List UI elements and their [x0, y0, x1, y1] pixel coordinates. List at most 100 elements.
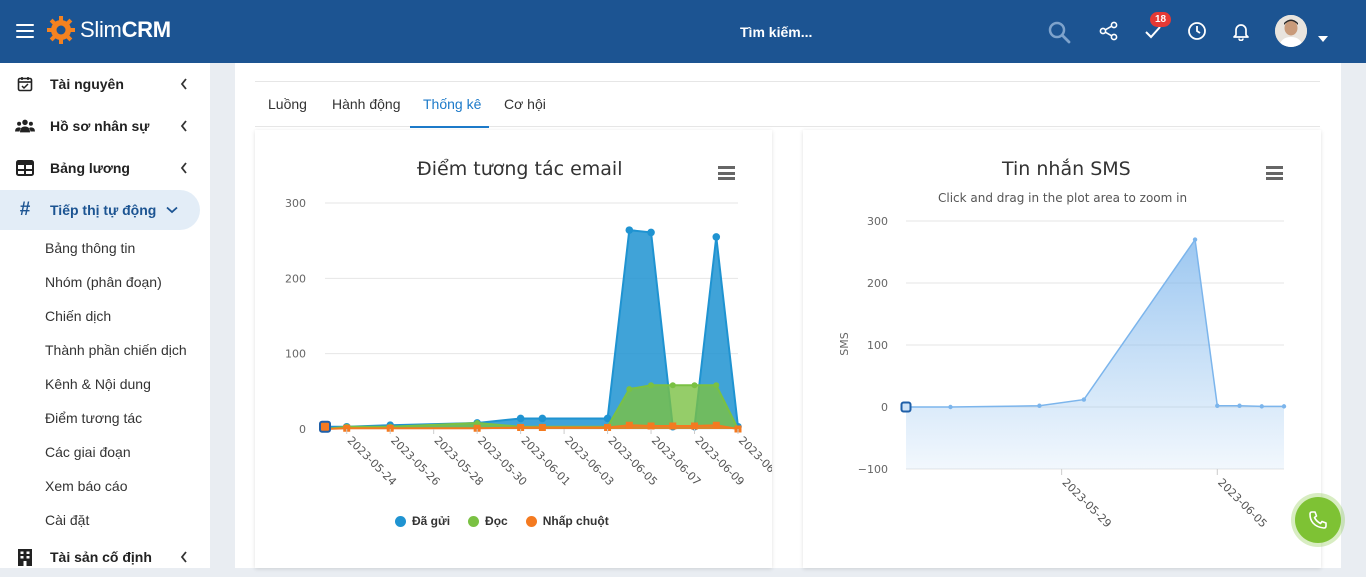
legend-label: Đọc: [485, 514, 508, 528]
series-line: [906, 237, 1284, 408]
table-icon: [15, 158, 35, 178]
y-tick-label: 300: [285, 197, 306, 210]
sidebar-item-label: Hồ sơ nhân sự: [50, 118, 150, 134]
submenu-item-dashboard[interactable]: Bảng thông tin: [45, 240, 136, 256]
main-content: Luồng Hành động Thống kê Cơ hội Điểm tươ…: [235, 63, 1341, 568]
data-point: [473, 424, 481, 432]
submenu-item-segments[interactable]: Nhóm (phân đoạn): [45, 274, 162, 290]
building-icon: [15, 547, 35, 567]
y-tick-label: 100: [867, 339, 888, 352]
y-tick-label: 200: [285, 272, 306, 285]
sidebar-item-fixed-assets[interactable]: Tài sản cố định: [0, 537, 200, 577]
avatar-image: [1275, 15, 1307, 47]
data-point: [712, 233, 721, 241]
user-avatar[interactable]: [1275, 15, 1307, 47]
logo[interactable]: SlimCRM: [46, 15, 171, 45]
gear-logo-icon: [47, 16, 75, 44]
submenu-item-stages[interactable]: Các giai đoạn: [45, 444, 131, 460]
data-point: [647, 422, 655, 430]
data-point: [386, 424, 394, 432]
email-chart-plot[interactable]: 01002003002023-05-242023-05-262023-05-28…: [255, 130, 772, 510]
chevron-down-icon: [166, 206, 178, 214]
y-tick-label: 200: [867, 277, 888, 290]
active-tab-indicator: [410, 126, 489, 128]
data-point: [1081, 397, 1087, 402]
sidebar-item-label: Bảng lương: [50, 160, 130, 176]
chart-legend: Đã gửi Đọc Nhấp chuột: [395, 514, 609, 528]
sidebar-item-resources[interactable]: Tài nguyên: [0, 64, 200, 104]
chart-menu-icon[interactable]: [718, 166, 735, 180]
legend-label: Nhấp chuột: [542, 514, 609, 528]
data-point: [648, 382, 655, 389]
user-menu-caret-icon[interactable]: [1318, 36, 1328, 42]
data-point: [1037, 403, 1042, 408]
data-point: [516, 414, 525, 423]
sms-chart-panel: Tin nhắn SMS Click and drag in the plot …: [803, 130, 1321, 568]
y-tick-label: 300: [867, 215, 888, 228]
legend-marker: [395, 515, 406, 527]
search-input[interactable]: Tìm kiếm...: [740, 24, 813, 40]
sidebar-item-label: Tiếp thị tự động: [50, 202, 157, 218]
tab-bar: Luồng Hành động Thống kê Cơ hội: [255, 81, 1320, 128]
series-area: [906, 239, 1284, 469]
share-icon[interactable]: [1099, 21, 1119, 41]
y-tick-label: 0: [881, 401, 888, 414]
data-point: [1237, 403, 1242, 408]
notification-count-badge: 18: [1150, 12, 1172, 27]
submenu-item-engagement-points[interactable]: Điểm tương tác: [45, 410, 143, 426]
data-point: [691, 382, 698, 389]
top-navbar: SlimCRM Tìm kiếm... 18: [0, 0, 1366, 63]
submenu-item-channels-content[interactable]: Kênh & Nội dung: [45, 376, 151, 392]
legend-marker: [525, 515, 537, 527]
sidebar-item-label: Tài nguyên: [50, 76, 124, 92]
submenu-item-campaigns[interactable]: Chiến dịch: [45, 308, 112, 324]
checkmark-tasks-icon[interactable]: [1144, 24, 1162, 40]
call-button[interactable]: [1295, 497, 1341, 543]
search-icon[interactable]: [1047, 20, 1071, 44]
chevron-left-icon: [180, 120, 187, 132]
chart-title: Tin nhắn SMS: [1002, 158, 1131, 180]
chart-menu-icon[interactable]: [1266, 166, 1283, 180]
submenu-item-reports[interactable]: Xem báo cáo: [45, 478, 128, 494]
tab-opportunities[interactable]: Cơ hội: [504, 96, 546, 112]
tab-statistics[interactable]: Thống kê: [423, 96, 482, 112]
legend-item-read[interactable]: Đọc: [468, 514, 508, 528]
data-point: [625, 226, 634, 234]
selected-data-point: [900, 401, 912, 413]
logo-text: SlimCRM: [80, 17, 171, 42]
data-point: [948, 404, 953, 410]
chevron-left-icon: [180, 551, 187, 563]
submenu-item-campaign-components[interactable]: Thành phần chiến dịch: [45, 342, 187, 358]
chevron-left-icon: [180, 162, 187, 174]
data-point: [474, 419, 481, 426]
chart-title: Điểm tương tác email: [417, 158, 623, 180]
sidebar-item-marketing-automation[interactable]: # Tiếp thị tự động: [0, 190, 200, 230]
tab-stream[interactable]: Luồng: [268, 96, 307, 112]
legend-item-sent[interactable]: Đã gửi: [395, 514, 450, 528]
data-point: [1192, 237, 1198, 242]
data-point: [691, 422, 699, 430]
y-tick-label: 0: [299, 423, 306, 436]
legend-item-clicks[interactable]: Nhấp chuột: [525, 514, 609, 528]
data-point: [1281, 404, 1287, 409]
hamburger-menu-icon[interactable]: [16, 24, 34, 38]
series-area: [325, 385, 738, 429]
legend-label: Đã gửi: [412, 514, 451, 528]
sidebar-item-payroll[interactable]: Bảng lương: [0, 148, 200, 188]
users-icon: [15, 116, 35, 136]
tab-actions[interactable]: Hành động: [332, 96, 401, 112]
sidebar-item-hr-profiles[interactable]: Hồ sơ nhân sự: [0, 106, 200, 146]
x-tick-label: 2023-06-05: [1215, 476, 1269, 530]
y-axis-label: SMS: [838, 332, 851, 355]
bell-icon[interactable]: [1231, 21, 1251, 41]
data-point: [517, 423, 525, 431]
data-point: [538, 423, 546, 431]
data-point: [713, 382, 720, 389]
clock-icon[interactable]: [1187, 21, 1207, 41]
sms-chart-plot[interactable]: 300 200 100 0 −100 SMS 2023-05-29 2023-06-05: [803, 130, 1321, 560]
y-tick-label: 100: [285, 348, 306, 361]
selected-data-point: [319, 420, 331, 433]
submenu-item-settings[interactable]: Cài đặt: [45, 512, 90, 528]
sidebar: Tài nguyên Hồ sơ nhân sự Bảng lương # Ti…: [0, 63, 210, 568]
data-point: [647, 228, 655, 237]
